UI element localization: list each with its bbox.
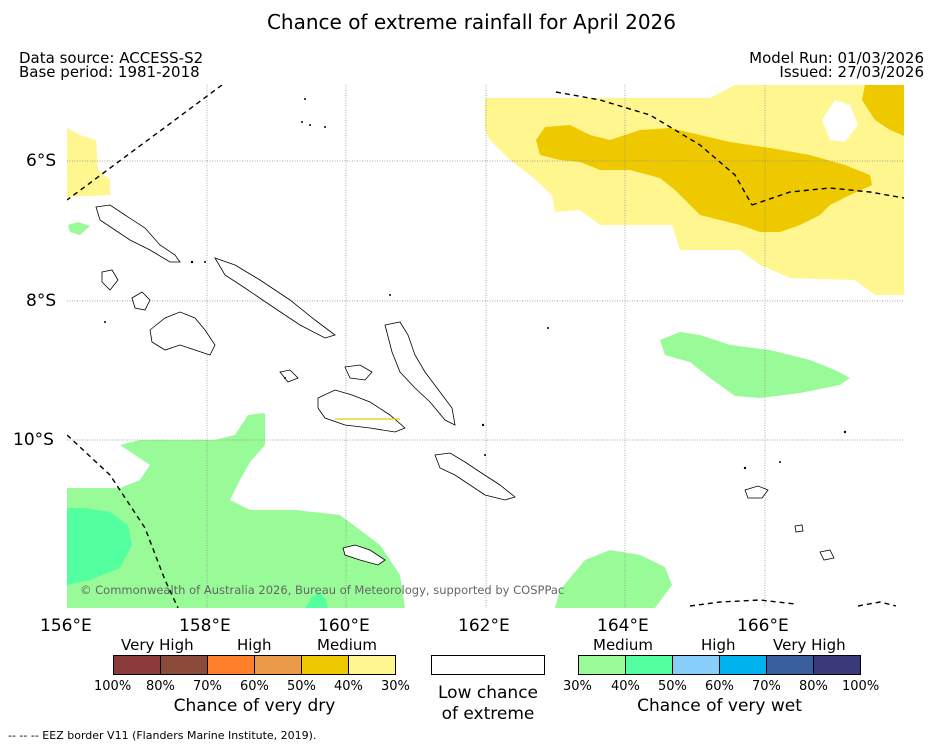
x-tick-164: 164°E xyxy=(597,616,649,636)
dry-category-very-high: Very High xyxy=(121,636,194,654)
wet-label-100: 100% xyxy=(842,679,880,694)
neutral-swatch xyxy=(431,655,545,675)
gridlines xyxy=(67,85,904,608)
eez-borders xyxy=(67,85,904,608)
wet-swatch-2 xyxy=(625,655,673,675)
island-santa-cruz xyxy=(744,485,769,499)
high-wet-region-south xyxy=(305,592,328,608)
wet-legend-caption: Chance of very wet xyxy=(637,696,802,716)
island-rennell xyxy=(342,544,386,566)
x-tick-156: 156°E xyxy=(40,616,92,636)
eez-footnote: -- -- -- EEZ border V11 (Flanders Marine… xyxy=(8,729,317,742)
medium-wet-region-small xyxy=(68,222,90,235)
wet-category-high: High xyxy=(701,636,736,654)
wet-label-80: 80% xyxy=(799,679,828,694)
dry-swatch-6 xyxy=(348,655,396,675)
high-dry-region-corner xyxy=(862,85,904,136)
wet-label-40: 40% xyxy=(611,679,640,694)
dry-swatch-3 xyxy=(207,655,255,675)
dry-category-medium: Medium xyxy=(317,636,377,654)
wet-swatch-4 xyxy=(719,655,767,675)
island-santa-isabel xyxy=(384,321,456,426)
data-source-label: Data source: ACCESS-S2 xyxy=(19,49,204,67)
island-vanikoro xyxy=(819,549,835,561)
copyright-notice: © Commonwealth of Australia 2026, Bureau… xyxy=(80,583,565,597)
wet-swatch-3 xyxy=(672,655,720,675)
wet-category-very-high: Very High xyxy=(773,636,846,654)
island-shortland xyxy=(101,269,119,291)
dry-label-30: 30% xyxy=(381,679,410,694)
y-tick-10s: 10°S xyxy=(13,430,54,450)
issued-label: Issued: 27/03/2026 xyxy=(779,63,924,81)
island-vella xyxy=(131,291,151,311)
x-tick-158: 158°E xyxy=(179,616,231,636)
dry-swatch-5 xyxy=(301,655,349,675)
dry-label-100: 100% xyxy=(94,679,132,694)
medium-wet-region-south xyxy=(67,413,405,608)
island-choiseul xyxy=(214,257,336,339)
wet-swatch-6 xyxy=(813,655,861,675)
land-outlines xyxy=(95,204,835,566)
model-run-label: Model Run: 01/03/2026 xyxy=(749,49,924,67)
island-bougainville xyxy=(95,204,181,263)
island-malaita xyxy=(434,452,516,501)
x-tick-160: 160°E xyxy=(318,616,370,636)
island-utupua xyxy=(794,524,804,533)
wet-label-70: 70% xyxy=(752,679,781,694)
x-tick-162: 162°E xyxy=(458,616,510,636)
dry-label-60: 60% xyxy=(240,679,269,694)
high-dry-region xyxy=(536,125,872,232)
island-florida xyxy=(344,364,373,381)
y-tick-6s: 6°S xyxy=(26,151,57,171)
medium-wet-region-east xyxy=(660,332,850,398)
x-tick-166: 166°E xyxy=(737,616,789,636)
dry-legend-caption: Chance of very dry xyxy=(173,696,336,716)
wet-category-medium: Medium xyxy=(593,636,653,654)
dry-label-40: 40% xyxy=(334,679,363,694)
base-period-label: Base period: 1981-2018 xyxy=(19,63,200,81)
neutral-caption-line2: of extreme xyxy=(441,704,535,724)
island-new-georgia xyxy=(149,311,216,356)
island-guadalcanal xyxy=(317,389,406,433)
wet-label-30: 30% xyxy=(563,679,592,694)
dry-label-80: 80% xyxy=(146,679,175,694)
wet-label-50: 50% xyxy=(658,679,687,694)
wet-swatch-1 xyxy=(578,655,626,675)
wet-label-60: 60% xyxy=(705,679,734,694)
gap-northeast xyxy=(822,100,858,142)
dry-swatch-2 xyxy=(160,655,208,675)
dry-label-70: 70% xyxy=(193,679,222,694)
dry-label-50: 50% xyxy=(287,679,316,694)
dry-category-high: High xyxy=(237,636,272,654)
y-tick-8s: 8°S xyxy=(26,291,57,311)
dry-swatch-4 xyxy=(254,655,302,675)
medium-wet-region-southeast xyxy=(555,550,672,608)
wet-swatch-5 xyxy=(766,655,814,675)
neutral-caption-line1: Low chance xyxy=(438,683,538,703)
medium-dry-region-west xyxy=(67,128,110,197)
high-wet-region-southwest xyxy=(67,508,132,585)
small-islets xyxy=(104,98,847,470)
map-title: Chance of extreme rainfall for April 202… xyxy=(266,10,677,34)
dry-swatch-1 xyxy=(113,655,161,675)
